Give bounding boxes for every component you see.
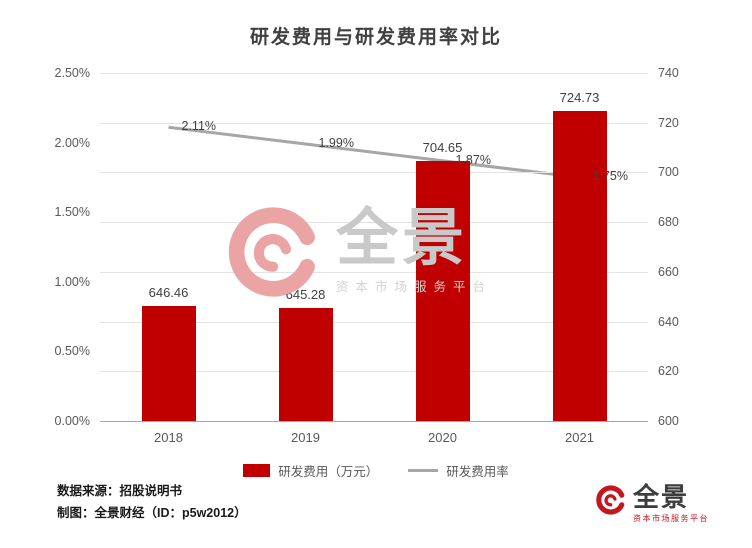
bar-value-label: 724.73	[559, 89, 600, 105]
bar	[415, 160, 470, 421]
right-axis-tick: 600	[658, 414, 679, 428]
bar-value-label: 645.28	[285, 287, 326, 303]
ratio-line-layer	[168, 125, 580, 179]
right-axis-tick: 700	[658, 165, 679, 180]
x-axis-label: 2021	[565, 430, 594, 445]
left-axis-tick: 2.00%	[54, 135, 90, 150]
legend-bar-swatch	[243, 464, 271, 477]
gridline	[100, 421, 648, 422]
gridline	[100, 321, 648, 323]
left-axis-tick: 1.00%	[54, 274, 90, 289]
brand-text: 全景 资本市场服务平台	[633, 484, 709, 524]
left-axis-tick: 0.50%	[54, 344, 90, 359]
right-axis-tick: 620	[658, 364, 679, 379]
right-axis-tick: 660	[658, 264, 679, 279]
bar-value-label: 704.65	[422, 139, 463, 155]
gridline	[100, 371, 648, 373]
left-axis-tick: 1.50%	[54, 205, 90, 220]
left-axis-tick: 0.00%	[54, 414, 90, 428]
x-axis-label: 2020	[428, 430, 457, 445]
right-axis-tick: 740	[658, 66, 679, 80]
bar	[552, 110, 607, 421]
gridline	[100, 222, 648, 224]
quanjing-logo-icon	[596, 485, 625, 515]
x-axis-label: 2018	[154, 430, 183, 445]
bar	[278, 308, 333, 421]
line-value-label: 1.99%	[318, 135, 354, 150]
line-value-label: 1.87%	[455, 152, 491, 167]
legend: 研发费用（万元） 研发费用率	[0, 461, 752, 480]
bar-value-label: 646.46	[148, 284, 189, 300]
footer-notes: 数据来源：招股说明书 制图：全景财经（ID：p5w2012）	[57, 480, 247, 524]
ratio-line	[168, 125, 580, 179]
brand-name: 全景	[633, 482, 690, 512]
x-axis-label: 2019	[291, 430, 320, 445]
right-axis-tick: 720	[658, 115, 679, 130]
gridline	[100, 271, 648, 273]
gridline	[100, 172, 648, 174]
brand-logo: 全景 资本市场服务平台	[596, 484, 709, 524]
plot-area: 646.46 645.28 704.65 724.73 2.11% 1.99% 1.87% 1…	[100, 73, 648, 422]
right-axis-tick: 680	[658, 215, 679, 230]
brand-tagline: 资本市场服务平台	[633, 514, 709, 523]
left-axis-tick: 2.50%	[54, 66, 90, 80]
gridline	[100, 73, 648, 74]
right-axis-tick: 640	[658, 314, 679, 329]
chart-title: 研发费用与研发费用率对比	[249, 27, 502, 48]
legend-line-swatch	[408, 469, 439, 472]
line-value-label: 2.11%	[181, 119, 217, 134]
gridline	[100, 122, 648, 124]
legend-line-label: 研发费用率	[446, 465, 509, 479]
legend-bar-label: 研发费用（万元）	[278, 465, 379, 479]
credit-note: 制图：全景财经（ID：p5w2012）	[57, 506, 247, 520]
bar	[141, 305, 196, 421]
line-value-label: 1.75%	[592, 169, 628, 184]
data-source-note: 数据来源：招股说明书	[57, 484, 183, 498]
